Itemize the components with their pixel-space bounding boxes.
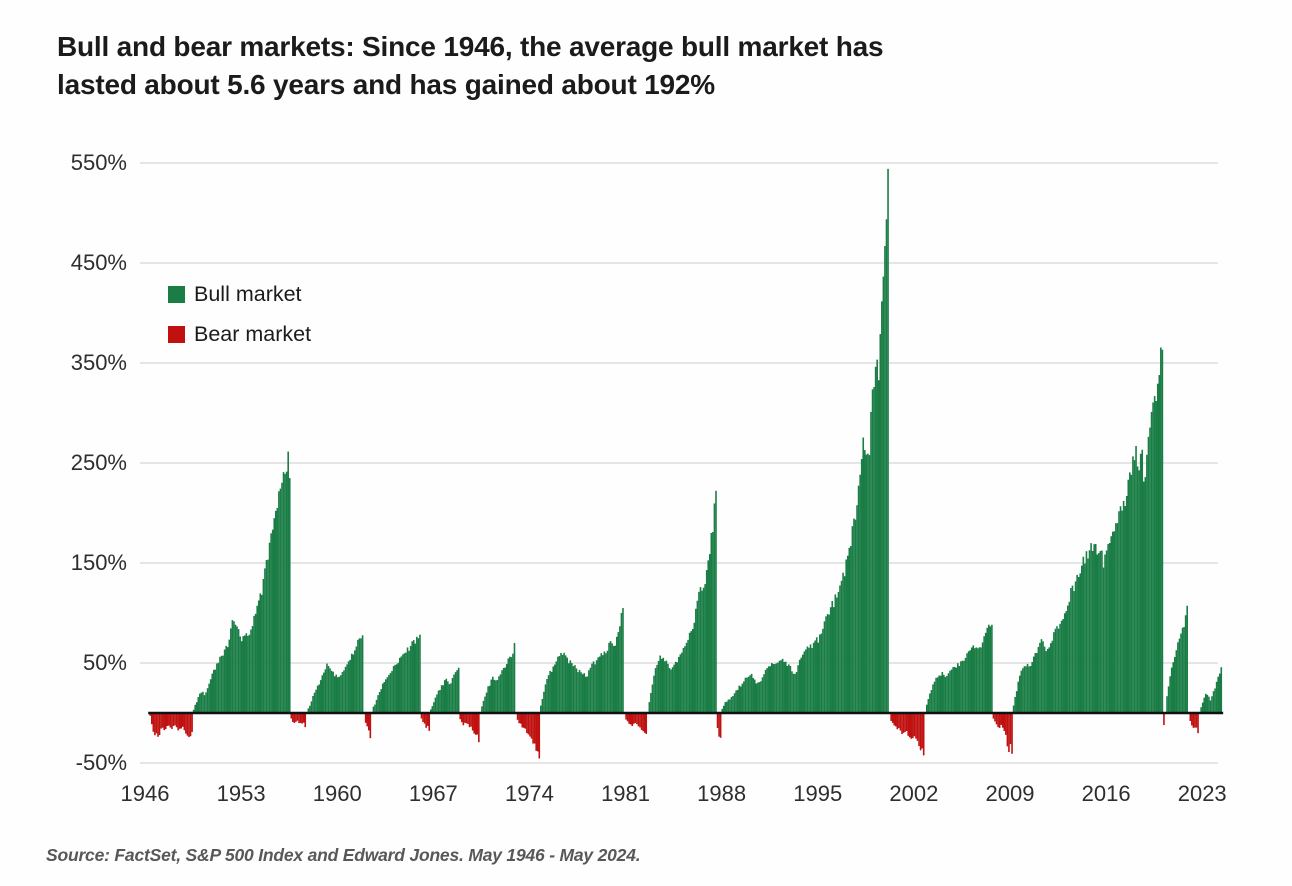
y-tick-label: -50%	[75, 750, 127, 775]
legend-label: Bear market	[194, 321, 312, 346]
legend-item: Bear market	[168, 322, 311, 346]
page-title: Bull and bear markets: Since 1946, the a…	[57, 28, 1057, 104]
x-tick-label: 1988	[697, 781, 747, 806]
y-tick-label: 450%	[70, 250, 127, 275]
title-line-1: Bull and bear markets: Since 1946, the a…	[57, 31, 884, 62]
bull-market-swatch-icon	[168, 285, 185, 303]
x-tick-label: 2009	[985, 781, 1035, 806]
bear-market-swatch-icon	[168, 325, 185, 343]
source-note: Source: FactSet, S&P 500 Index and Edwar…	[46, 845, 641, 865]
legend-label: Bull market	[194, 281, 302, 306]
x-tick-label: 2002	[889, 781, 939, 806]
x-tick-label: 1960	[312, 781, 362, 806]
y-tick-label: 50%	[82, 650, 127, 675]
bars-group	[149, 168, 1223, 759]
x-tick-label: 1967	[408, 781, 458, 806]
x-tick-label: 2016	[1081, 781, 1131, 806]
legend: Bull market Bear market	[168, 282, 311, 362]
legend-item: Bull market	[168, 282, 311, 306]
x-tick-label: 1953	[216, 781, 266, 806]
x-tick-label: 1974	[504, 781, 554, 806]
x-tick-label: 1995	[793, 781, 843, 806]
y-tick-label: 550%	[70, 150, 127, 175]
plot-svg	[140, 162, 1224, 764]
title-line-2: lasted about 5.6 years and has gained ab…	[57, 69, 715, 100]
y-tick-label: 150%	[70, 550, 127, 575]
y-tick-label: 350%	[70, 350, 127, 375]
x-tick-label: 1981	[601, 781, 651, 806]
x-tick-label: 2023	[1177, 781, 1227, 806]
y-tick-label: 250%	[70, 450, 127, 475]
plot-area	[138, 150, 1224, 782]
x-tick-label: 1946	[120, 781, 170, 806]
